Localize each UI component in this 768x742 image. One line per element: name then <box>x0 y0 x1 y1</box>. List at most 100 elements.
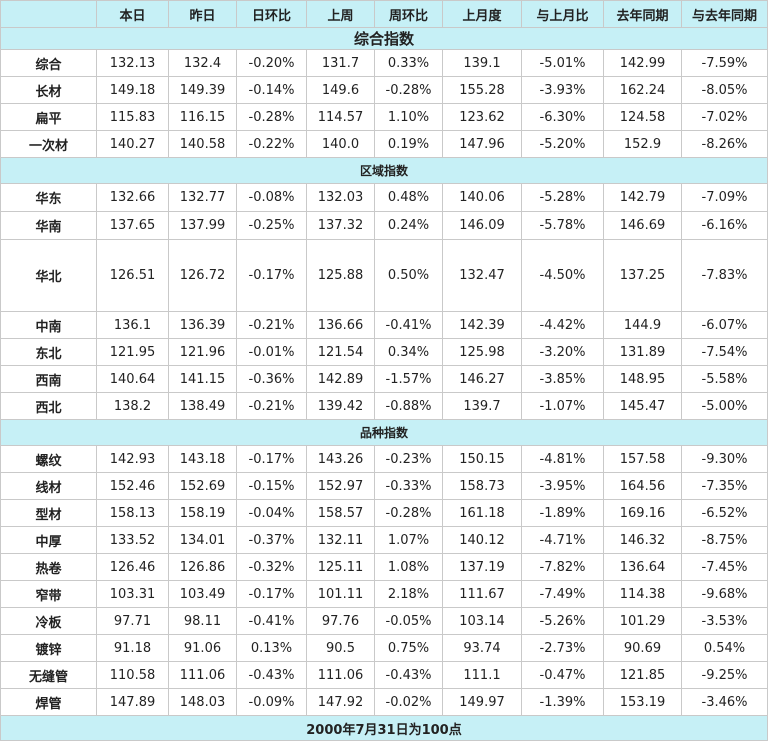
header-row: 本日 昨日 日环比 上周 周环比 上月度 与上月比 去年同期 与去年同期 <box>0 0 768 28</box>
table-cell: 137.32 <box>306 211 375 240</box>
table-cell: 153.19 <box>603 688 682 716</box>
table-cell: 121.85 <box>603 661 682 689</box>
table-cell: -9.30% <box>681 445 768 473</box>
table-cell: -3.46% <box>681 688 768 716</box>
table-cell: 125.98 <box>442 338 522 366</box>
table-cell: 121.95 <box>96 338 169 366</box>
row-label: 东北 <box>0 338 97 366</box>
table-cell: 131.89 <box>603 338 682 366</box>
table-cell: -0.14% <box>236 76 307 104</box>
table-cell: -5.00% <box>681 392 768 420</box>
table-cell: 97.71 <box>96 607 169 635</box>
row-label: 型材 <box>0 499 97 527</box>
table-cell: 149.39 <box>168 76 237 104</box>
section-title: 综合指数 <box>0 27 768 50</box>
table-cell: -5.01% <box>521 49 604 77</box>
table-cell: 137.99 <box>168 211 237 240</box>
table-cell: 142.39 <box>442 311 522 339</box>
table-cell: 101.29 <box>603 607 682 635</box>
table-cell: 136.1 <box>96 311 169 339</box>
table-cell: 152.97 <box>306 472 375 500</box>
table-cell: 139.7 <box>442 392 522 420</box>
table-cell: -0.05% <box>374 607 443 635</box>
table-cell: 93.74 <box>442 634 522 662</box>
table-cell: 137.25 <box>603 239 682 312</box>
table-cell: 143.26 <box>306 445 375 473</box>
table-cell: -5.28% <box>521 183 604 212</box>
table-cell: -7.49% <box>521 580 604 608</box>
column-header: 上月度 <box>442 0 522 28</box>
table-row: 冷板 97.71 98.11 -0.41% 97.76 -0.05% 103.14 -5.26… <box>0 607 768 635</box>
table-cell: 132.4 <box>168 49 237 77</box>
row-label: 中南 <box>0 311 97 339</box>
table-cell: -5.20% <box>521 130 604 158</box>
row-label: 一次材 <box>0 130 97 158</box>
table-cell: -9.25% <box>681 661 768 689</box>
row-label: 中厚 <box>0 526 97 554</box>
table-cell: 91.06 <box>168 634 237 662</box>
table-cell: -8.05% <box>681 76 768 104</box>
table-cell: 111.06 <box>168 661 237 689</box>
table-cell: 116.15 <box>168 103 237 131</box>
table-cell: -0.41% <box>374 311 443 339</box>
table-cell: 97.76 <box>306 607 375 635</box>
table-cell: 149.97 <box>442 688 522 716</box>
table-cell: 111.06 <box>306 661 375 689</box>
table-cell: -0.23% <box>374 445 443 473</box>
table-cell: 152.46 <box>96 472 169 500</box>
table-cell: 136.39 <box>168 311 237 339</box>
table-cell: -6.30% <box>521 103 604 131</box>
table-cell: -1.07% <box>521 392 604 420</box>
row-label: 热卷 <box>0 553 97 581</box>
table-cell: 142.93 <box>96 445 169 473</box>
table-cell: 133.52 <box>96 526 169 554</box>
table-cell: -0.43% <box>236 661 307 689</box>
table-cell: -8.75% <box>681 526 768 554</box>
table-cell: 162.24 <box>603 76 682 104</box>
section-title-row: 综合指数 <box>0 27 768 50</box>
table-cell: 147.92 <box>306 688 375 716</box>
column-header: 周环比 <box>374 0 443 28</box>
table-cell: -0.33% <box>374 472 443 500</box>
table-cell: 132.03 <box>306 183 375 212</box>
table-cell: 138.49 <box>168 392 237 420</box>
table-cell: -0.17% <box>236 580 307 608</box>
table-cell: 1.10% <box>374 103 443 131</box>
table-cell: -0.17% <box>236 239 307 312</box>
table-cell: -0.01% <box>236 338 307 366</box>
table-cell: -0.47% <box>521 661 604 689</box>
table-row: 镀锌 91.18 91.06 0.13% 90.5 0.75% 93.74 -2.73% 90.… <box>0 634 768 662</box>
row-label: 长材 <box>0 76 97 104</box>
table-cell: 115.83 <box>96 103 169 131</box>
table-cell: 149.18 <box>96 76 169 104</box>
table-row: 西北 138.2 138.49 -0.21% 139.42 -0.88% 139.7 -1.0… <box>0 392 768 420</box>
table-cell: 132.66 <box>96 183 169 212</box>
table-cell: 147.96 <box>442 130 522 158</box>
row-label: 螺纹 <box>0 445 97 473</box>
column-header: 日环比 <box>236 0 307 28</box>
table-cell: 157.58 <box>603 445 682 473</box>
table-row: 中南 136.1 136.39 -0.21% 136.66 -0.41% 142.39 -4.… <box>0 311 768 339</box>
table-row: 无缝管 110.58 111.06 -0.43% 111.06 -0.43% 111.1 -0… <box>0 661 768 689</box>
table-cell: 110.58 <box>96 661 169 689</box>
table-cell: 158.57 <box>306 499 375 527</box>
table-cell: -6.52% <box>681 499 768 527</box>
table-cell: 121.96 <box>168 338 237 366</box>
row-label: 线材 <box>0 472 97 500</box>
table-cell: -0.21% <box>236 392 307 420</box>
table-cell: 1.07% <box>374 526 443 554</box>
table-cell: 140.0 <box>306 130 375 158</box>
table-cell: 125.88 <box>306 239 375 312</box>
table-cell: 136.66 <box>306 311 375 339</box>
table-cell: -0.88% <box>374 392 443 420</box>
table-cell: 142.99 <box>603 49 682 77</box>
table-cell: 126.72 <box>168 239 237 312</box>
table-cell: 137.19 <box>442 553 522 581</box>
table-cell: 140.27 <box>96 130 169 158</box>
table-cell: 111.1 <box>442 661 522 689</box>
row-label: 窄带 <box>0 580 97 608</box>
table-cell: 103.14 <box>442 607 522 635</box>
table-row: 螺纹 142.93 143.18 -0.17% 143.26 -0.23% 150.15 -4… <box>0 445 768 473</box>
table-cell: 101.11 <box>306 580 375 608</box>
table-cell: 90.69 <box>603 634 682 662</box>
